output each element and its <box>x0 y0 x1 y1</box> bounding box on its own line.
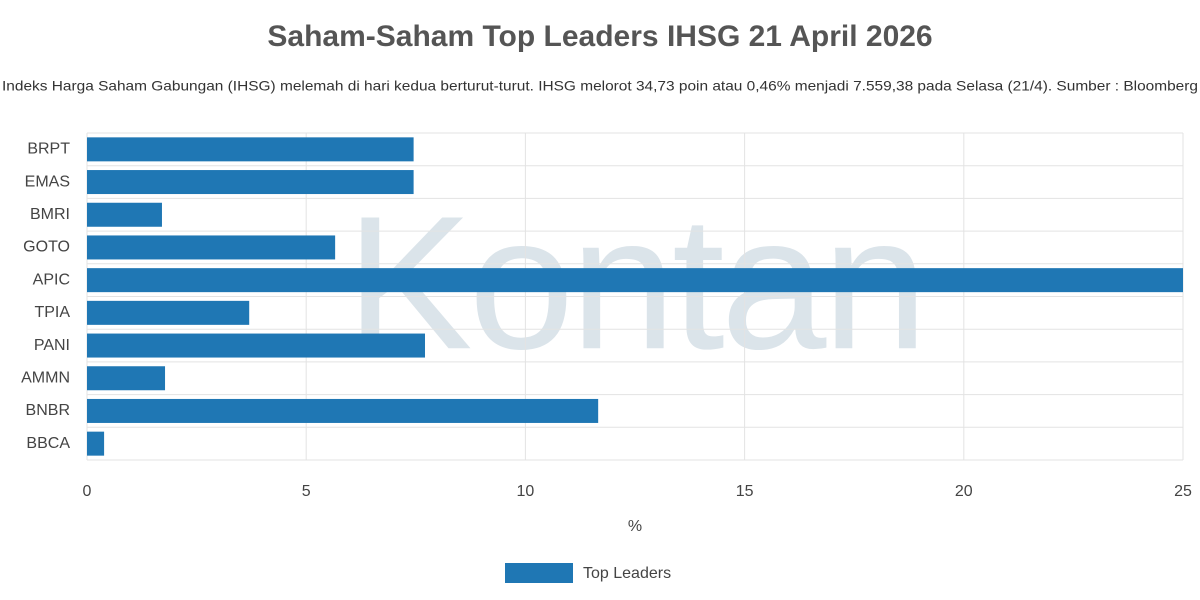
bar <box>87 300 250 325</box>
x-tick-label: 15 <box>736 483 754 500</box>
x-tick-label: 25 <box>1174 483 1192 500</box>
bar <box>87 366 166 391</box>
y-tick-label: TPIA <box>34 304 70 321</box>
bar <box>87 202 162 227</box>
bar <box>87 268 1183 293</box>
x-tick-label: 0 <box>83 483 92 500</box>
y-tick-label: EMAS <box>25 173 70 190</box>
bar <box>87 170 414 195</box>
y-tick-label: APIC <box>33 271 70 288</box>
y-tick-label: BMRI <box>30 206 70 223</box>
bar <box>87 398 599 423</box>
legend-swatch <box>505 563 573 583</box>
y-tick-label: GOTO <box>23 239 70 256</box>
bar <box>87 235 336 260</box>
y-tick-label: BBCA <box>26 435 70 452</box>
y-tick-label: BRPT <box>27 141 70 158</box>
y-tick-label: PANI <box>34 337 70 354</box>
x-tick-label: 10 <box>517 483 535 500</box>
y-tick-label: AMMN <box>21 369 70 386</box>
x-tick-label: 20 <box>955 483 973 500</box>
legend-label: Top Leaders <box>583 565 671 582</box>
chart-title: Saham-Saham Top Leaders IHSG 21 April 20… <box>267 20 932 53</box>
bar <box>87 137 414 162</box>
bar <box>87 333 426 358</box>
x-tick-label: 5 <box>302 483 311 500</box>
x-axis-label: % <box>628 518 642 535</box>
y-tick-label: BNBR <box>26 402 70 419</box>
chart-subtitle: Indeks Harga Saham Gabungan (IHSG) melem… <box>2 78 1198 94</box>
bar <box>87 431 105 456</box>
